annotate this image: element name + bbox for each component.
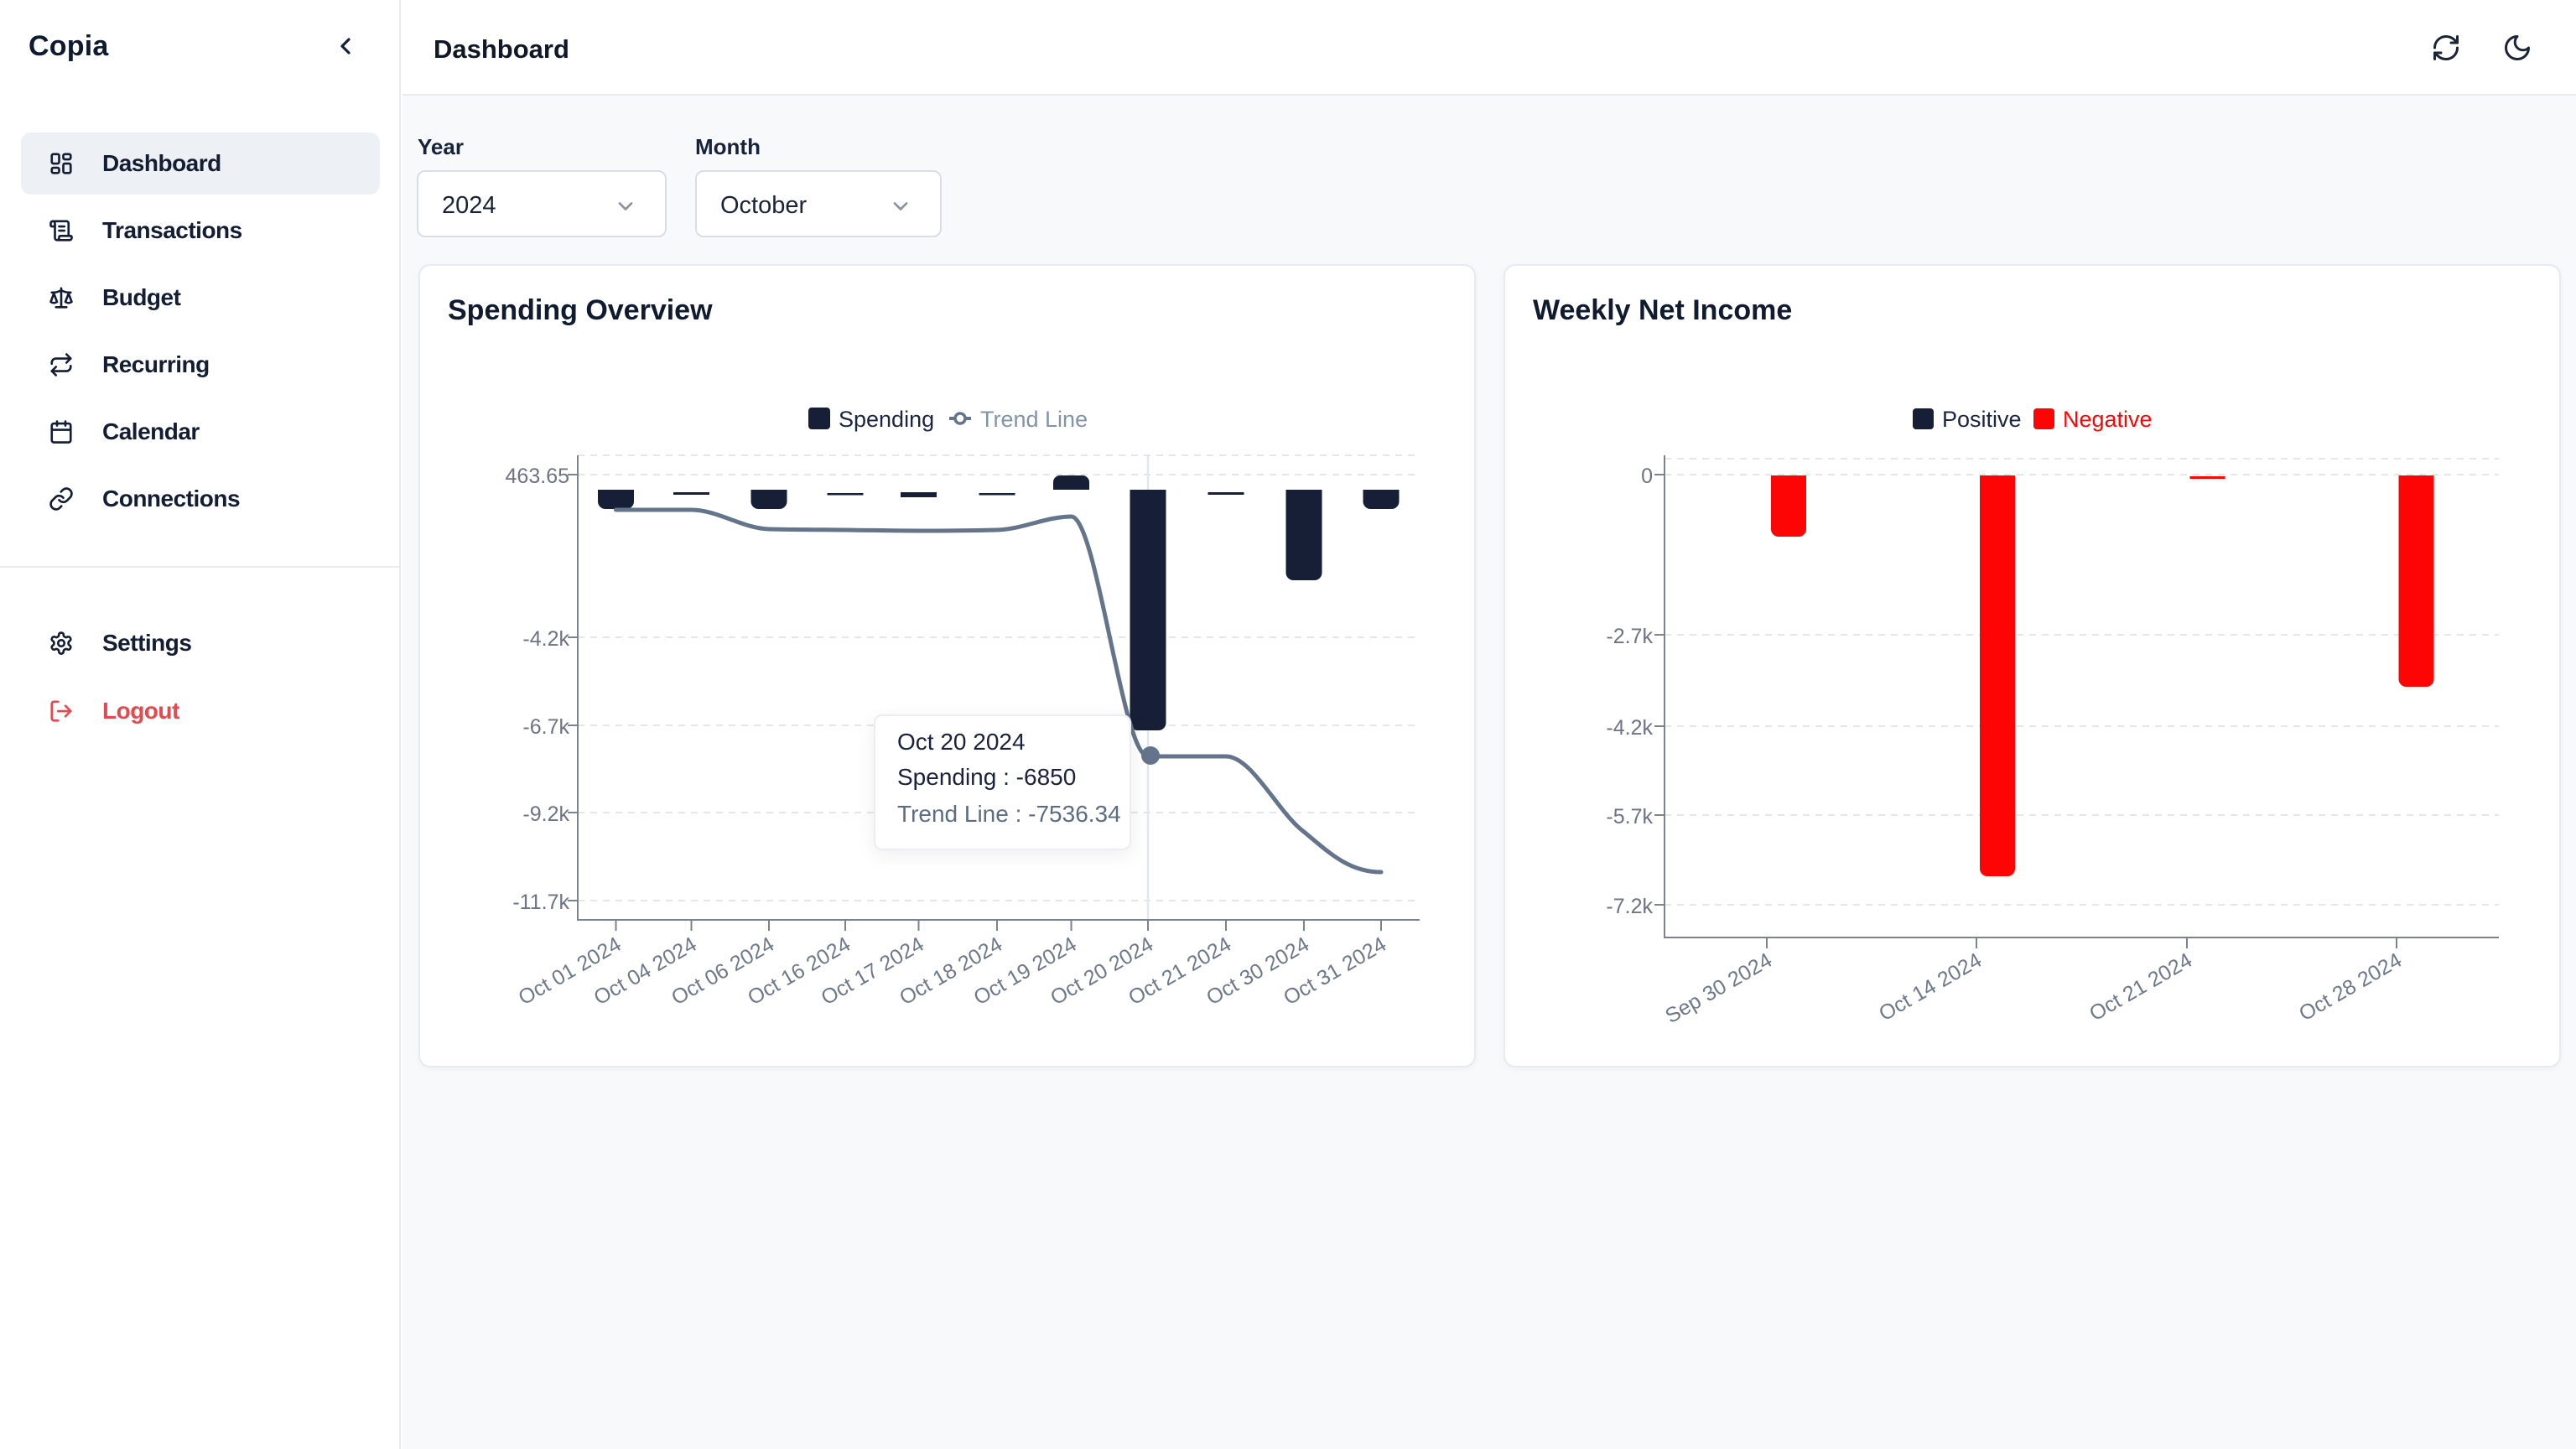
- svg-text:Positive: Positive: [1942, 407, 2022, 432]
- svg-text:-11.7k: -11.7k: [512, 891, 569, 914]
- svg-text:Spending: Spending: [839, 407, 934, 432]
- svg-text:-7.2k: -7.2k: [1606, 895, 1653, 918]
- svg-text:-2.7k: -2.7k: [1606, 625, 1653, 648]
- svg-text:Trend Line: Trend Line: [980, 407, 1088, 432]
- svg-text:Sep 30 2024: Sep 30 2024: [1661, 948, 1776, 1028]
- svg-text:-9.2k: -9.2k: [522, 802, 569, 826]
- svg-text:-6.7k: -6.7k: [522, 715, 569, 739]
- svg-text:0: 0: [1641, 465, 1653, 488]
- svg-text:Oct 21 2024: Oct 21 2024: [2085, 948, 2196, 1026]
- svg-text:Oct 14 2024: Oct 14 2024: [1875, 948, 1986, 1026]
- svg-text:-4.2k: -4.2k: [1606, 716, 1653, 740]
- svg-text:-4.2k: -4.2k: [522, 627, 569, 651]
- svg-text:-5.7k: -5.7k: [1606, 805, 1653, 828]
- svg-text:463.65: 463.65: [506, 465, 569, 488]
- svg-text:Oct 28 2024: Oct 28 2024: [2295, 948, 2406, 1026]
- svg-text:Negative: Negative: [2063, 407, 2153, 432]
